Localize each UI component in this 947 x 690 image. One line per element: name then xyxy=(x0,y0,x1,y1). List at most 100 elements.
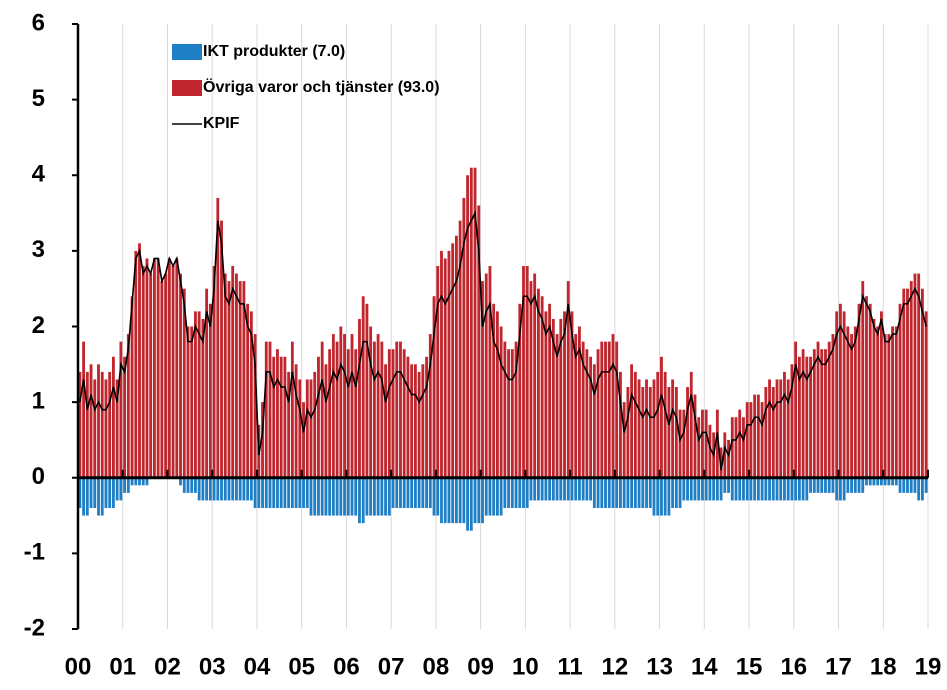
bar xyxy=(838,303,842,478)
bar xyxy=(287,477,291,508)
bar xyxy=(510,477,514,508)
bar xyxy=(395,341,399,478)
bar xyxy=(346,477,350,516)
bar xyxy=(712,477,716,501)
bar xyxy=(738,477,742,501)
bar xyxy=(857,303,861,478)
bar xyxy=(156,258,160,478)
bar xyxy=(906,288,909,478)
bar xyxy=(462,477,466,524)
bar xyxy=(537,477,540,501)
bar xyxy=(764,387,768,478)
bar xyxy=(578,326,581,478)
bar xyxy=(503,477,507,508)
x-tick-label: 19 xyxy=(915,653,942,680)
y-tick-label: 6 xyxy=(32,9,45,36)
bar xyxy=(514,341,518,478)
bar xyxy=(123,356,127,478)
bar xyxy=(261,477,264,508)
bar xyxy=(391,477,395,508)
bar xyxy=(674,387,678,478)
bar xyxy=(290,341,294,478)
bar xyxy=(406,477,410,508)
bar xyxy=(760,477,764,501)
bar xyxy=(436,266,440,478)
bar xyxy=(279,356,283,478)
bar xyxy=(879,477,883,486)
bar xyxy=(246,477,250,501)
bar xyxy=(663,371,667,478)
bar xyxy=(540,296,544,478)
bar xyxy=(179,477,182,486)
bar xyxy=(153,258,156,478)
bar xyxy=(436,477,440,516)
bar xyxy=(853,477,857,493)
bar xyxy=(533,477,537,501)
bar xyxy=(693,394,697,478)
bar xyxy=(220,477,223,501)
bar xyxy=(540,477,544,501)
bar xyxy=(309,477,313,516)
bar xyxy=(313,371,317,478)
bar xyxy=(525,477,529,508)
bar xyxy=(112,356,115,478)
legend-swatch xyxy=(172,80,202,96)
bar xyxy=(369,477,373,516)
y-tick-label: 1 xyxy=(32,387,45,414)
legend-label: Övriga varor och tjänster (93.0) xyxy=(203,77,440,96)
bar xyxy=(619,371,622,478)
bar xyxy=(343,334,346,478)
x-tick-label: 18 xyxy=(870,653,897,680)
bar xyxy=(205,288,209,478)
bar xyxy=(320,341,324,478)
bar xyxy=(324,364,328,478)
bar xyxy=(652,477,656,516)
bar xyxy=(413,477,417,508)
bar xyxy=(730,417,734,478)
bar xyxy=(831,477,835,493)
bar xyxy=(413,364,417,478)
bar xyxy=(179,273,182,478)
bar xyxy=(518,477,522,508)
bar xyxy=(667,387,671,478)
bar xyxy=(756,477,760,501)
bar xyxy=(417,477,421,508)
bar xyxy=(779,477,783,501)
bar xyxy=(622,477,626,508)
bar xyxy=(134,250,138,478)
bar xyxy=(559,318,563,478)
bar xyxy=(797,356,801,478)
x-tick-label: 02 xyxy=(154,653,181,680)
bar xyxy=(261,402,264,478)
bar xyxy=(208,477,212,501)
bar xyxy=(607,341,611,478)
bar xyxy=(290,477,294,508)
bar xyxy=(805,477,809,501)
bar xyxy=(272,356,276,478)
bar xyxy=(883,477,887,486)
bar xyxy=(604,477,607,508)
bar xyxy=(809,477,812,493)
bar xyxy=(89,364,93,478)
bar xyxy=(328,477,332,516)
bar xyxy=(302,477,305,508)
bar xyxy=(488,477,492,516)
bar xyxy=(887,477,891,486)
bar xyxy=(358,318,361,478)
bar xyxy=(376,334,380,478)
bar xyxy=(682,409,686,478)
bar xyxy=(372,341,376,478)
bar xyxy=(678,477,682,508)
bar xyxy=(633,477,637,508)
bar xyxy=(190,326,194,478)
bar xyxy=(294,477,298,508)
bar xyxy=(85,477,89,516)
bar xyxy=(667,477,671,516)
bar xyxy=(190,477,194,493)
bar xyxy=(149,273,153,478)
bar xyxy=(514,477,518,508)
y-tick-label: -2 xyxy=(24,614,45,641)
bar xyxy=(223,273,227,478)
bar xyxy=(708,477,712,501)
